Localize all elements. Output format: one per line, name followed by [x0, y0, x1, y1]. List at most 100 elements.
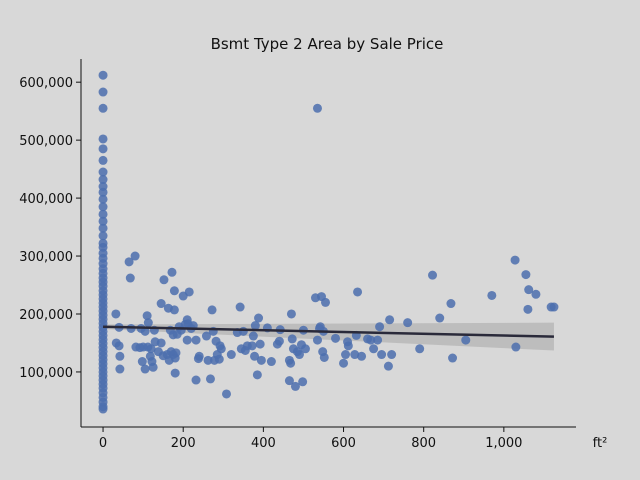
data-point-181 [369, 344, 379, 354]
data-point-73 [142, 311, 152, 321]
data-point-140 [255, 339, 265, 349]
data-point-13 [98, 216, 108, 226]
data-point-4 [98, 144, 108, 154]
data-point-9 [98, 187, 108, 197]
data-point-2 [98, 103, 108, 113]
data-point-136 [250, 351, 260, 361]
data-point-97 [170, 368, 180, 378]
trend-line [103, 325, 554, 338]
data-point-0 [98, 70, 108, 80]
data-point-77 [146, 344, 156, 354]
data-point-157 [298, 377, 308, 387]
data-point-83 [156, 299, 166, 309]
data-point-14 [98, 223, 108, 233]
data-point-147 [284, 376, 294, 386]
data-point-191 [435, 313, 445, 323]
data-point-105 [182, 335, 192, 345]
data-point-143 [266, 357, 276, 367]
data-point-153 [290, 381, 300, 391]
data-point-178 [357, 351, 367, 361]
data-point-60 [115, 351, 125, 361]
data-point-186 [385, 315, 395, 325]
data-point-201 [531, 289, 541, 299]
data-point-62 [124, 257, 134, 267]
data-point-125 [216, 344, 226, 354]
data-point-99 [171, 348, 181, 358]
data-point-190 [428, 270, 438, 280]
y-tick-label-4: 500,000 [19, 134, 73, 149]
data-point-169 [320, 297, 330, 307]
data-point-189 [415, 344, 425, 354]
data-point-118 [207, 305, 217, 315]
y-tick-label-5: 600,000 [19, 76, 73, 91]
trend-line-layer [103, 325, 554, 338]
data-point-200 [524, 285, 534, 295]
data-point-96 [169, 305, 179, 315]
data-point-195 [487, 290, 497, 300]
points-layer [98, 70, 559, 414]
data-point-63 [125, 273, 135, 283]
x-tick-label-2: 400 [251, 436, 276, 451]
data-point-194 [461, 335, 471, 345]
data-point-137 [250, 321, 260, 331]
data-point-115 [201, 331, 211, 341]
data-point-135 [248, 331, 258, 341]
data-point-92 [167, 267, 177, 277]
data-point-196 [510, 255, 520, 265]
data-point-139 [254, 313, 264, 323]
data-point-65 [130, 251, 140, 261]
x-tick-label-3: 600 [331, 436, 356, 451]
x-tick-label-4: 800 [411, 436, 436, 451]
y-tick-label-0: 100,000 [19, 366, 73, 381]
data-point-127 [226, 350, 236, 360]
data-point-112 [191, 375, 201, 385]
data-point-185 [383, 361, 393, 371]
data-point-1 [98, 87, 108, 97]
data-point-149 [286, 358, 296, 368]
data-point-168 [319, 352, 329, 362]
data-point-171 [339, 358, 349, 368]
data-point-123 [214, 354, 224, 364]
data-point-114 [194, 351, 204, 361]
axes-layer: 0 200 400 600 800 1,000 100,000 200,000 300,000 4… [19, 59, 576, 451]
data-point-145 [274, 336, 284, 346]
data-point-6 [98, 167, 108, 177]
data-point-56 [111, 309, 121, 319]
y-tick-label-3: 400,000 [19, 192, 73, 207]
x-tick-label-0: 0 [99, 436, 107, 451]
x-tick-label-1: 200 [171, 436, 196, 451]
data-point-72 [140, 364, 150, 374]
data-point-192 [446, 299, 456, 309]
data-point-188 [403, 318, 413, 328]
data-point-3 [98, 134, 108, 144]
data-point-162 [312, 103, 322, 113]
data-point-11 [98, 202, 108, 212]
data-point-75 [143, 318, 153, 328]
data-point-58 [114, 341, 124, 351]
data-point-126 [221, 389, 231, 399]
data-point-69 [137, 357, 147, 367]
data-point-184 [377, 350, 387, 360]
data-point-183 [375, 322, 385, 332]
data-point-198 [521, 270, 531, 280]
data-point-150 [286, 309, 296, 319]
x-tick-label-5: 1,000 [485, 436, 522, 451]
data-point-71 [140, 326, 150, 336]
data-point-12 [98, 209, 108, 219]
data-point-172 [341, 350, 351, 360]
data-point-175 [350, 350, 360, 360]
y-tick-label-1: 200,000 [19, 308, 73, 323]
data-point-15 [98, 231, 108, 241]
data-point-86 [159, 275, 169, 285]
data-point-193 [448, 353, 458, 363]
data-point-84 [156, 338, 166, 348]
data-point-108 [184, 287, 194, 297]
data-point-79 [148, 362, 158, 372]
data-point-203 [549, 302, 559, 312]
data-point-199 [523, 304, 533, 314]
data-point-155 [294, 350, 304, 360]
data-point-161 [312, 335, 322, 345]
data-point-5 [98, 155, 108, 165]
